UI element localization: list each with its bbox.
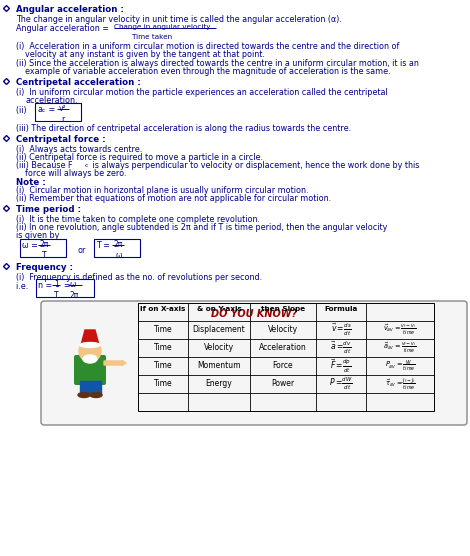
Text: 2π: 2π — [114, 240, 123, 249]
Text: Note :: Note : — [16, 178, 46, 187]
Text: Force: Force — [273, 361, 293, 370]
Text: Energy: Energy — [206, 380, 232, 389]
Bar — [138, 303, 434, 411]
Text: Formula: Formula — [324, 306, 358, 312]
Text: =: = — [46, 105, 55, 114]
Text: Time: Time — [154, 325, 172, 335]
Text: ω: ω — [70, 280, 76, 289]
FancyBboxPatch shape — [74, 355, 106, 385]
Text: $P=\!\frac{dW}{dt}$: $P=\!\frac{dW}{dt}$ — [329, 376, 353, 392]
Text: $\vec{F}=\!\frac{dp}{dt}$: $\vec{F}=\!\frac{dp}{dt}$ — [330, 357, 352, 375]
Bar — [20, 239, 66, 257]
Text: (ii) Remember that equations of motion are not applicable for circular motion.: (ii) Remember that equations of motion a… — [16, 194, 331, 203]
Text: or: or — [78, 246, 86, 255]
Text: n =: n = — [38, 281, 55, 290]
Text: (ii) In one revolution, angle subtended is 2π and if T is time period, then the : (ii) In one revolution, angle subtended … — [16, 223, 387, 232]
Text: example of variable acceleration even through the magnitude of acceleration is t: example of variable acceleration even th… — [25, 67, 391, 76]
Bar — [35, 103, 81, 121]
Text: Centripetal acceleration :: Centripetal acceleration : — [16, 78, 141, 87]
Text: T: T — [42, 251, 47, 260]
Text: v²: v² — [59, 104, 67, 113]
Text: i.e.: i.e. — [16, 282, 31, 291]
Text: DO YOU KNOW?: DO YOU KNOW? — [211, 309, 297, 319]
Circle shape — [79, 340, 101, 362]
Text: r: r — [61, 115, 64, 124]
Text: (i)  In uniform circular motion the particle experiences an acceleration called : (i) In uniform circular motion the parti… — [16, 88, 388, 97]
Text: 2π: 2π — [69, 291, 78, 300]
Text: Change in angular velocity: Change in angular velocity — [114, 24, 211, 30]
Text: (i)  Frequency is defined as the no. of revolutions per second.: (i) Frequency is defined as the no. of r… — [16, 273, 262, 282]
Text: $\vec{a}_{av}=\frac{v_f-v_i}{time}$: $\vec{a}_{av}=\frac{v_f-v_i}{time}$ — [383, 341, 417, 355]
FancyBboxPatch shape — [41, 301, 467, 425]
Text: (ii) Centripetal force is required to move a particle in a circle.: (ii) Centripetal force is required to mo… — [16, 153, 263, 162]
Text: Frequency :: Frequency : — [16, 263, 73, 272]
Text: ω =: ω = — [22, 241, 40, 250]
Text: (i)  Acceleration in a uniform circular motion is directed towards the centre an: (i) Acceleration in a uniform circular m… — [16, 42, 400, 51]
Bar — [36, 279, 94, 297]
Text: (i)  Always acts towards centre.: (i) Always acts towards centre. — [16, 145, 142, 154]
Text: Time: Time — [154, 344, 172, 353]
Text: (ii) Since the acceleration is always directed towards the centre in a uniform c: (ii) Since the acceleration is always di… — [16, 59, 419, 68]
Text: 2π: 2π — [40, 240, 49, 249]
Text: The change in angular velocity in unit time is called the angular acceleration (: The change in angular velocity in unit t… — [16, 15, 342, 24]
Ellipse shape — [83, 355, 97, 363]
Text: (iii) The direction of centripetal acceleration is along the radius towards the : (iii) The direction of centripetal accel… — [16, 124, 351, 133]
Text: If on X-axis: If on X-axis — [141, 306, 186, 312]
Text: velocity at any instant is given by the tangent at that point.: velocity at any instant is given by the … — [25, 50, 265, 59]
Text: & on Y-axis: & on Y-axis — [196, 306, 242, 312]
Text: $\vec{\tau}_{av}=\frac{J_f-J_i}{time}$: $\vec{\tau}_{av}=\frac{J_f-J_i}{time}$ — [384, 376, 415, 392]
Text: (iii) Because F: (iii) Because F — [16, 161, 72, 170]
Text: force will always be zero.: force will always be zero. — [25, 169, 126, 178]
Text: Time taken: Time taken — [132, 34, 172, 40]
Text: (ii): (ii) — [16, 106, 29, 115]
Text: Displacement: Displacement — [193, 325, 245, 335]
Text: Centripetal force :: Centripetal force : — [16, 135, 106, 144]
Bar — [80, 381, 90, 395]
Text: $\vec{v}=\!\frac{ds}{dt}$: $\vec{v}=\!\frac{ds}{dt}$ — [330, 322, 352, 338]
Ellipse shape — [80, 342, 100, 348]
Text: $\vec{a}=\!\frac{dv}{dt}$: $\vec{a}=\!\frac{dv}{dt}$ — [330, 340, 352, 356]
Text: is given by: is given by — [16, 231, 59, 240]
FancyArrow shape — [104, 360, 126, 365]
Text: =: = — [63, 281, 70, 290]
Text: c: c — [85, 163, 88, 168]
Text: Velocity: Velocity — [268, 325, 298, 335]
Text: Acceleration: Acceleration — [259, 344, 307, 353]
Text: 1: 1 — [54, 280, 59, 289]
Text: then Slope: then Slope — [261, 306, 305, 312]
Ellipse shape — [90, 393, 102, 398]
Text: Power: Power — [272, 380, 295, 389]
Bar — [94, 239, 140, 257]
Text: (i)  Circular motion in horizontal plane is usually uniform circular motion.: (i) Circular motion in horizontal plane … — [16, 186, 308, 195]
Text: Angular acceleration =: Angular acceleration = — [16, 24, 111, 33]
Text: acceleration.: acceleration. — [25, 96, 78, 105]
Text: $\vec{v}_{av}=\frac{v_f-v_i}{time}$: $\vec{v}_{av}=\frac{v_f-v_i}{time}$ — [384, 323, 417, 337]
Polygon shape — [81, 330, 99, 345]
Text: c: c — [42, 108, 46, 113]
Bar — [91, 381, 101, 395]
Text: Time period :: Time period : — [16, 205, 81, 214]
Text: Velocity: Velocity — [204, 344, 234, 353]
Text: (i)  It is the time taken to complete one complete revolution.: (i) It is the time taken to complete one… — [16, 215, 260, 224]
Ellipse shape — [78, 393, 90, 398]
Text: is always perpendicular to velocity or displacement, hence the work done by this: is always perpendicular to velocity or d… — [90, 161, 419, 170]
Text: Time: Time — [154, 380, 172, 389]
Text: Angular acceleration :: Angular acceleration : — [16, 5, 124, 14]
Text: $P_{av}=\frac{W}{time}$: $P_{av}=\frac{W}{time}$ — [385, 359, 415, 374]
Text: ω: ω — [116, 251, 122, 260]
Text: Momentum: Momentum — [197, 361, 241, 370]
Text: Time: Time — [154, 361, 172, 370]
Text: T: T — [54, 291, 59, 300]
Text: T =: T = — [96, 241, 112, 250]
Text: a: a — [37, 105, 42, 114]
